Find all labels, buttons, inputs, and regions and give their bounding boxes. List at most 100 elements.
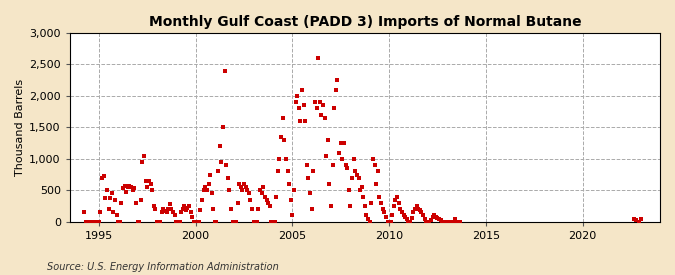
- Point: [217, 125, 228, 130]
- Point: [203, 182, 214, 186]
- Point: [256, 191, 267, 196]
- Point: [178, 207, 188, 211]
- Point: [284, 182, 294, 186]
- Point: [266, 219, 277, 224]
- Point: [128, 188, 138, 192]
- Point: [373, 169, 383, 174]
- Point: [279, 138, 290, 142]
- Point: [163, 207, 173, 211]
- Point: [108, 210, 119, 214]
- Point: [205, 172, 215, 177]
- Point: [99, 174, 109, 179]
- Point: [274, 156, 285, 161]
- Point: [230, 219, 241, 224]
- Point: [410, 207, 421, 211]
- Point: [286, 197, 296, 202]
- Point: [316, 112, 327, 117]
- Point: [366, 201, 377, 205]
- Point: [114, 219, 125, 224]
- Point: [390, 197, 401, 202]
- Point: [242, 188, 252, 192]
- Point: [195, 208, 206, 213]
- Point: [383, 219, 394, 224]
- Point: [224, 188, 235, 192]
- Point: [223, 175, 234, 180]
- Point: [300, 119, 310, 123]
- Point: [423, 219, 433, 224]
- Point: [140, 179, 151, 183]
- Point: [414, 208, 425, 213]
- Point: [136, 197, 146, 202]
- Point: [346, 175, 357, 180]
- Point: [259, 194, 270, 199]
- Point: [302, 163, 313, 167]
- Point: [244, 191, 254, 196]
- Point: [219, 68, 230, 73]
- Text: Source: U.S. Energy Information Administration: Source: U.S. Energy Information Administ…: [47, 262, 279, 272]
- Point: [304, 191, 315, 196]
- Point: [634, 219, 645, 224]
- Point: [374, 194, 385, 199]
- Point: [432, 216, 443, 220]
- Point: [227, 219, 238, 224]
- Point: [329, 106, 340, 111]
- Point: [362, 216, 373, 221]
- Point: [188, 219, 199, 224]
- Point: [424, 219, 435, 224]
- Point: [437, 219, 448, 224]
- Point: [229, 219, 240, 224]
- Point: [371, 182, 381, 186]
- Point: [100, 196, 111, 200]
- Point: [211, 219, 222, 224]
- Point: [342, 166, 352, 170]
- Point: [93, 219, 104, 224]
- Point: [237, 188, 248, 192]
- Point: [339, 141, 350, 145]
- Point: [221, 163, 232, 167]
- Point: [180, 208, 191, 213]
- Point: [145, 182, 156, 186]
- Point: [281, 156, 292, 161]
- Point: [97, 175, 107, 180]
- Point: [447, 219, 458, 224]
- Point: [138, 153, 149, 158]
- Point: [435, 218, 446, 223]
- Point: [79, 210, 90, 214]
- Point: [426, 218, 437, 222]
- Point: [234, 182, 244, 186]
- Point: [287, 213, 298, 218]
- Point: [441, 219, 452, 224]
- Point: [354, 188, 365, 192]
- Point: [198, 188, 209, 192]
- Point: [296, 87, 307, 92]
- Point: [166, 207, 177, 211]
- Point: [107, 191, 117, 196]
- Point: [408, 210, 418, 214]
- Point: [394, 201, 404, 205]
- Point: [317, 103, 328, 108]
- Point: [290, 100, 301, 104]
- Title: Monthly Gulf Coast (PADD 3) Imports of Normal Butane: Monthly Gulf Coast (PADD 3) Imports of N…: [148, 15, 581, 29]
- Point: [209, 219, 220, 224]
- Point: [404, 219, 415, 224]
- Point: [263, 201, 273, 205]
- Point: [236, 185, 246, 189]
- Point: [253, 207, 264, 211]
- Point: [313, 56, 323, 60]
- Point: [90, 219, 101, 224]
- Point: [344, 188, 354, 192]
- Point: [403, 219, 414, 224]
- Point: [208, 207, 219, 211]
- Point: [157, 210, 167, 214]
- Point: [174, 219, 185, 224]
- Point: [294, 106, 304, 111]
- Point: [137, 160, 148, 164]
- Point: [350, 169, 360, 174]
- Point: [80, 219, 91, 224]
- Point: [306, 207, 317, 211]
- Point: [182, 206, 193, 210]
- Point: [364, 219, 375, 224]
- Point: [196, 197, 207, 202]
- Point: [194, 219, 205, 224]
- Point: [254, 188, 265, 192]
